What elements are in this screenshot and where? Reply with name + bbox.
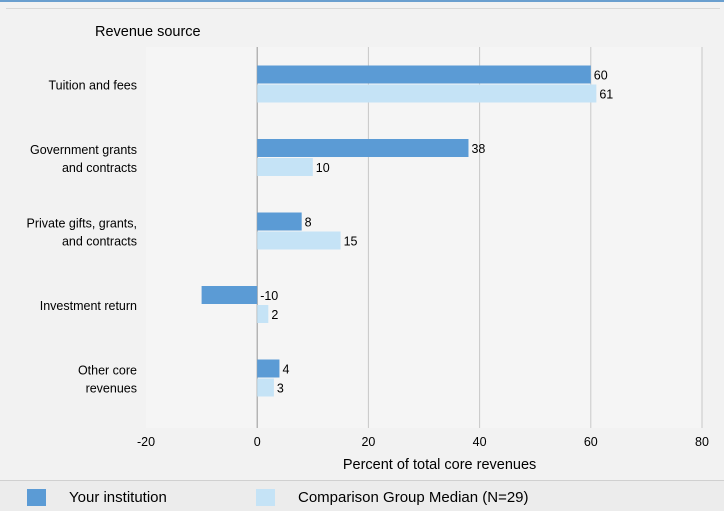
top-accent-rule	[0, 0, 724, 2]
bar-comparison-group-median-n-29-government-grants-and-contracts	[257, 158, 313, 176]
legend-swatch-your-institution	[27, 488, 46, 506]
category-label-private-gifts-grants-and-contracts-line2: and contracts	[62, 235, 137, 249]
bar-your-institution-tuition-and-fees	[257, 65, 591, 84]
plot-area	[146, 47, 702, 428]
data-label-your-institution-tuition-and-fees: 60	[594, 69, 608, 83]
data-label-your-institution-other-core-revenues: 4	[282, 363, 289, 377]
bar-comparison-group-median-n-29-investment-return	[257, 305, 269, 323]
bar-your-institution-private-gifts-grants-and-contracts	[257, 212, 302, 231]
data-label-comparison-group-median-n-29-government-grants-and-contracts: 10	[316, 161, 330, 175]
data-label-your-institution-government-grants-and-contracts: 38	[471, 142, 485, 156]
legend-item-your-institution: Your institution	[27, 488, 167, 506]
x-tick-label-60: 60	[584, 435, 598, 449]
legend-label-your-institution: Your institution	[69, 488, 167, 506]
category-label-investment-return: Investment return	[40, 299, 137, 313]
bar-chart: Revenue source Tuition and fees 60 61 Govern…	[27, 24, 709, 473]
data-label-comparison-group-median-n-29-other-core-revenues: 3	[277, 382, 284, 396]
x-tick-label--20: -20	[137, 435, 155, 449]
legend: Your institution Comparison Group Median…	[0, 480, 724, 511]
bar-comparison-group-median-n-29-private-gifts-grants-and-contracts	[257, 231, 341, 250]
category-label-other-core-revenues-line1: Other core	[78, 364, 137, 378]
data-label-your-institution-investment-return: -10	[260, 289, 278, 303]
bar-comparison-group-median-n-29-tuition-and-fees	[257, 84, 597, 103]
x-tick-label-20: 20	[361, 435, 375, 449]
legend-swatch-comparison-group	[256, 488, 275, 506]
data-label-your-institution-private-gifts-grants-and-contracts: 8	[305, 216, 312, 230]
data-label-comparison-group-median-n-29-tuition-and-fees: 61	[599, 88, 613, 102]
plot-frame	[6, 8, 720, 479]
x-tick-label-80: 80	[695, 435, 709, 449]
legend-item-comparison-group: Comparison Group Median (N=29)	[256, 488, 529, 506]
data-label-comparison-group-median-n-29-private-gifts-grants-and-contracts: 15	[344, 235, 358, 249]
x-axis-title: Percent of total core revenues	[343, 457, 536, 473]
category-label-government-grants-and-contracts-line1: Government grants	[30, 143, 137, 157]
bar-your-institution-investment-return	[201, 286, 258, 304]
category-label-tuition-and-fees: Tuition and fees	[49, 79, 137, 93]
bar-your-institution-government-grants-and-contracts	[257, 139, 469, 157]
category-axis-title: Revenue source	[95, 24, 201, 40]
category-label-other-core-revenues-line2: revenues	[86, 382, 137, 396]
bar-comparison-group-median-n-29-other-core-revenues	[257, 378, 274, 397]
legend-label-comparison-group: Comparison Group Median (N=29)	[298, 488, 529, 506]
x-tick-label-0: 0	[254, 435, 261, 449]
x-tick-label-40: 40	[473, 435, 487, 449]
data-label-comparison-group-median-n-29-investment-return: 2	[271, 308, 278, 322]
category-label-private-gifts-grants-and-contracts-line1: Private gifts, grants,	[27, 217, 137, 231]
category-label-government-grants-and-contracts-line2: and contracts	[62, 161, 137, 175]
bar-your-institution-other-core-revenues	[257, 359, 280, 378]
